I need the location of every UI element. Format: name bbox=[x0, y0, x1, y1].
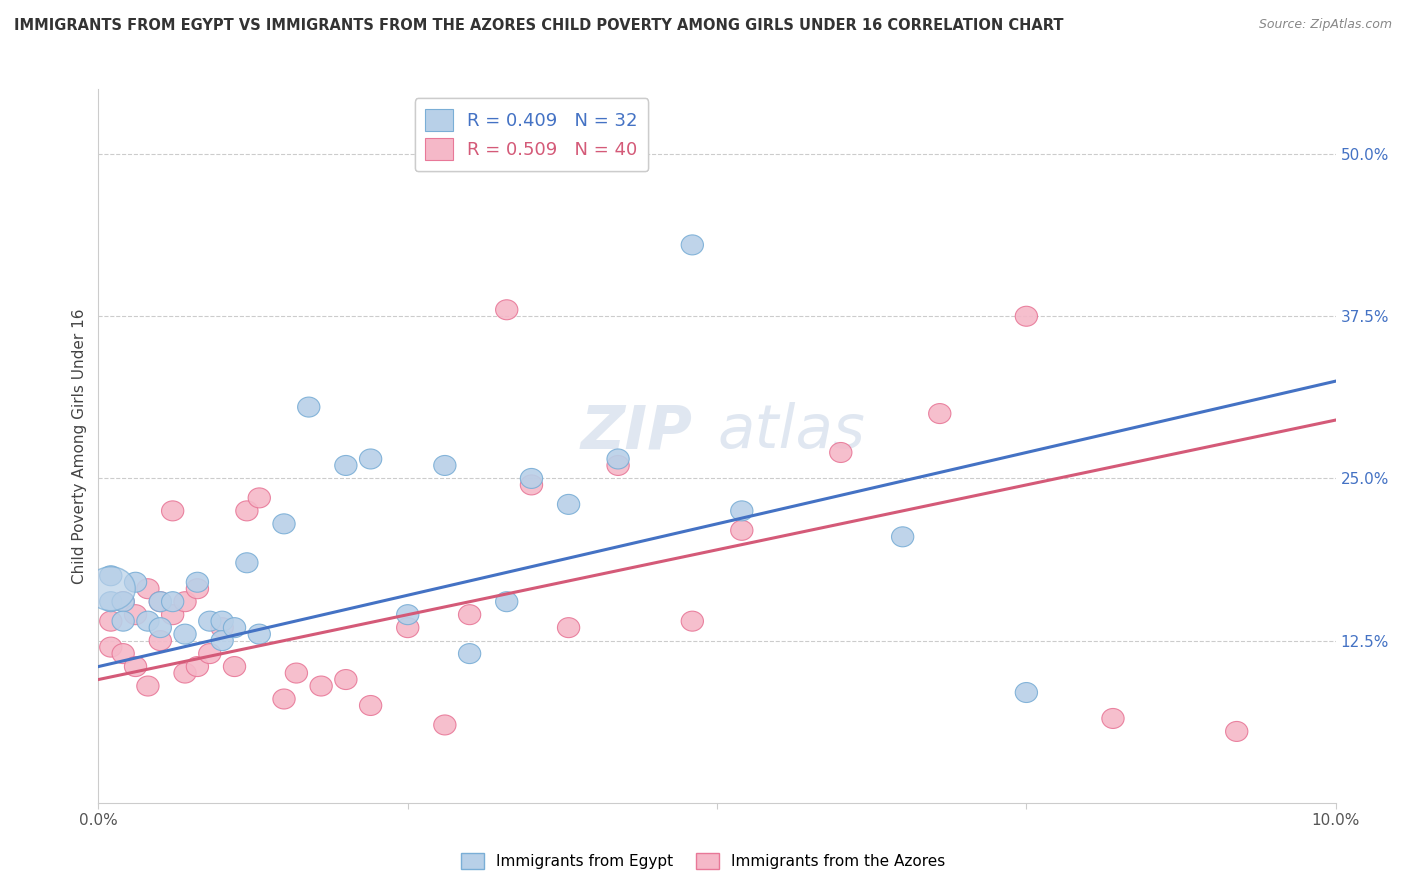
Ellipse shape bbox=[124, 573, 146, 592]
Ellipse shape bbox=[273, 514, 295, 533]
Ellipse shape bbox=[520, 468, 543, 489]
Ellipse shape bbox=[396, 605, 419, 624]
Ellipse shape bbox=[335, 456, 357, 475]
Ellipse shape bbox=[100, 566, 122, 586]
Ellipse shape bbox=[86, 566, 135, 611]
Ellipse shape bbox=[136, 579, 159, 599]
Ellipse shape bbox=[174, 591, 197, 612]
Text: IMMIGRANTS FROM EGYPT VS IMMIGRANTS FROM THE AZORES CHILD POVERTY AMONG GIRLS UN: IMMIGRANTS FROM EGYPT VS IMMIGRANTS FROM… bbox=[14, 18, 1063, 33]
Legend: Immigrants from Egypt, Immigrants from the Azores: Immigrants from Egypt, Immigrants from t… bbox=[454, 847, 952, 875]
Ellipse shape bbox=[100, 611, 122, 632]
Ellipse shape bbox=[198, 644, 221, 664]
Ellipse shape bbox=[891, 527, 914, 547]
Ellipse shape bbox=[273, 689, 295, 709]
Ellipse shape bbox=[162, 605, 184, 624]
Ellipse shape bbox=[607, 456, 630, 475]
Ellipse shape bbox=[136, 676, 159, 696]
Text: ZIP: ZIP bbox=[581, 402, 692, 461]
Ellipse shape bbox=[458, 605, 481, 624]
Ellipse shape bbox=[1226, 722, 1249, 741]
Ellipse shape bbox=[557, 494, 579, 515]
Ellipse shape bbox=[731, 501, 754, 521]
Ellipse shape bbox=[149, 591, 172, 612]
Ellipse shape bbox=[928, 403, 950, 424]
Text: atlas: atlas bbox=[717, 402, 865, 461]
Ellipse shape bbox=[211, 617, 233, 638]
Ellipse shape bbox=[396, 617, 419, 638]
Ellipse shape bbox=[681, 235, 703, 255]
Ellipse shape bbox=[360, 696, 382, 715]
Ellipse shape bbox=[731, 520, 754, 541]
Ellipse shape bbox=[149, 591, 172, 612]
Ellipse shape bbox=[236, 553, 259, 573]
Ellipse shape bbox=[100, 637, 122, 657]
Ellipse shape bbox=[112, 591, 135, 612]
Ellipse shape bbox=[495, 591, 517, 612]
Ellipse shape bbox=[360, 449, 382, 469]
Legend: R = 0.409   N = 32, R = 0.509   N = 40: R = 0.409 N = 32, R = 0.509 N = 40 bbox=[415, 98, 648, 171]
Ellipse shape bbox=[162, 591, 184, 612]
Ellipse shape bbox=[224, 657, 246, 676]
Ellipse shape bbox=[433, 456, 456, 475]
Ellipse shape bbox=[335, 670, 357, 690]
Ellipse shape bbox=[224, 617, 246, 638]
Ellipse shape bbox=[298, 397, 321, 417]
Ellipse shape bbox=[136, 611, 159, 632]
Ellipse shape bbox=[186, 573, 208, 592]
Ellipse shape bbox=[557, 617, 579, 638]
Ellipse shape bbox=[285, 663, 308, 683]
Ellipse shape bbox=[162, 501, 184, 521]
Ellipse shape bbox=[112, 591, 135, 612]
Ellipse shape bbox=[112, 611, 135, 632]
Ellipse shape bbox=[830, 442, 852, 462]
Ellipse shape bbox=[186, 657, 208, 676]
Ellipse shape bbox=[247, 488, 270, 508]
Ellipse shape bbox=[1015, 682, 1038, 703]
Ellipse shape bbox=[236, 501, 259, 521]
Ellipse shape bbox=[149, 617, 172, 638]
Ellipse shape bbox=[186, 579, 208, 599]
Ellipse shape bbox=[149, 631, 172, 650]
Text: Source: ZipAtlas.com: Source: ZipAtlas.com bbox=[1258, 18, 1392, 31]
Ellipse shape bbox=[247, 624, 270, 644]
Ellipse shape bbox=[124, 657, 146, 676]
Ellipse shape bbox=[211, 611, 233, 632]
Ellipse shape bbox=[174, 663, 197, 683]
Ellipse shape bbox=[495, 300, 517, 319]
Ellipse shape bbox=[211, 631, 233, 650]
Ellipse shape bbox=[1015, 306, 1038, 326]
Ellipse shape bbox=[198, 611, 221, 632]
Y-axis label: Child Poverty Among Girls Under 16: Child Poverty Among Girls Under 16 bbox=[72, 309, 87, 583]
Ellipse shape bbox=[1102, 708, 1125, 729]
Ellipse shape bbox=[309, 676, 332, 696]
Ellipse shape bbox=[100, 591, 122, 612]
Ellipse shape bbox=[124, 605, 146, 624]
Ellipse shape bbox=[607, 449, 630, 469]
Ellipse shape bbox=[520, 475, 543, 495]
Ellipse shape bbox=[681, 611, 703, 632]
Ellipse shape bbox=[174, 624, 197, 644]
Ellipse shape bbox=[112, 644, 135, 664]
Ellipse shape bbox=[433, 715, 456, 735]
Ellipse shape bbox=[458, 644, 481, 664]
